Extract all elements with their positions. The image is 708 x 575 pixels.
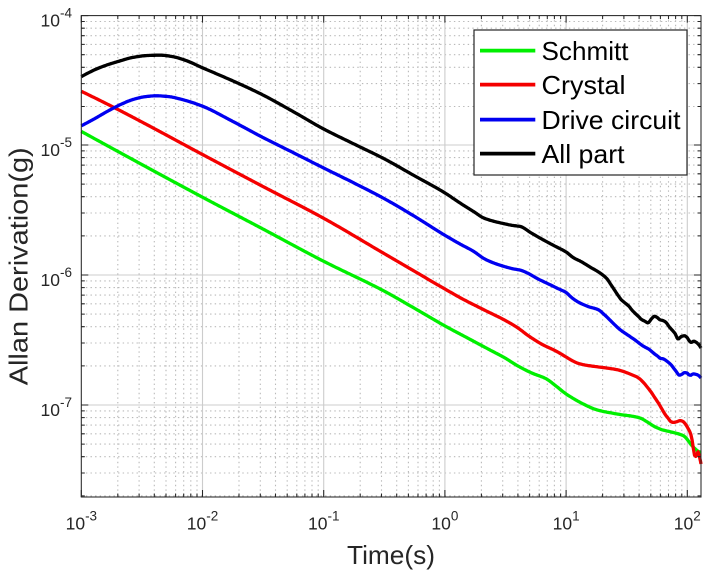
svg-text:Time(s): Time(s) xyxy=(347,540,435,570)
svg-text:Allan Derivation(g): Allan Derivation(g) xyxy=(4,147,34,385)
svg-text:All part: All part xyxy=(542,139,626,169)
svg-text:Crystal: Crystal xyxy=(542,70,626,100)
svg-text:10-5: 10-5 xyxy=(41,135,72,160)
svg-text:10-6: 10-6 xyxy=(41,265,72,290)
svg-text:10-3: 10-3 xyxy=(66,509,97,534)
svg-text:Schmitt: Schmitt xyxy=(542,36,630,66)
svg-text:Drive circuit: Drive circuit xyxy=(542,105,682,135)
svg-text:102: 102 xyxy=(674,509,701,534)
